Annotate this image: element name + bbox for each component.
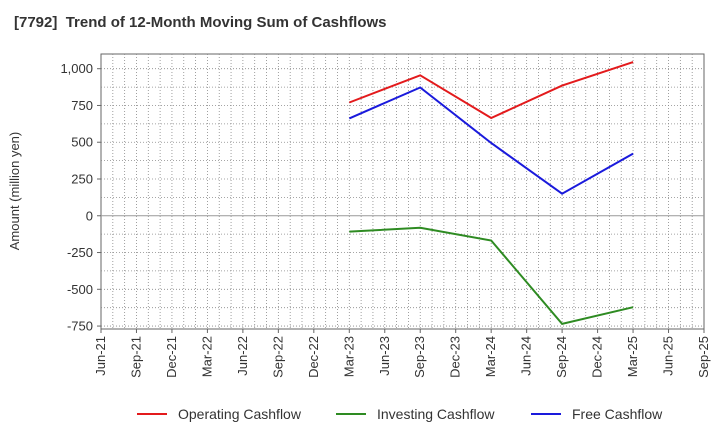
x-tick-label: Jun-24: [519, 336, 534, 376]
plot-area: [100, 53, 705, 330]
x-tick-label: Mar-24: [483, 336, 498, 377]
x-tick-label: Jun-21: [93, 336, 108, 376]
legend: Operating Cashflow Investing Cashflow Free…: [137, 406, 663, 422]
x-tick-label: Jun-23: [377, 336, 392, 376]
y-tick-label: 750: [71, 98, 93, 113]
y-tick-label: -750: [67, 319, 93, 334]
y-tick-label: 250: [71, 172, 93, 187]
x-tick-label: Jun-22: [235, 336, 250, 376]
x-tick-label: Dec-24: [590, 336, 605, 378]
x-tick-label: Mar-22: [199, 336, 214, 377]
x-tick-label: Sep-25: [696, 336, 711, 378]
x-tick-label: Sep-21: [128, 336, 143, 378]
x-tick-label: Jun-25: [661, 336, 676, 376]
series-line-investing-cashflow: [349, 226, 634, 326]
series: [348, 61, 634, 326]
x-tick-label: Sep-24: [554, 336, 569, 378]
x-tick-label: Dec-22: [306, 336, 321, 378]
x-tick-label: Sep-23: [412, 336, 427, 378]
legend-label: Investing Cashflow: [377, 406, 495, 422]
legend-label: Operating Cashflow: [178, 406, 302, 422]
x-tick-label: Mar-23: [341, 336, 356, 377]
grid: [101, 54, 704, 329]
y-tick-label: 500: [71, 135, 93, 150]
y-tick-label: -500: [67, 282, 93, 297]
y-tick-label: 1,000: [60, 61, 93, 76]
y-tick-label: -250: [67, 245, 93, 260]
x-tick-label: Sep-22: [270, 336, 285, 378]
series-line-operating-cashflow: [348, 61, 634, 120]
chart-title: [7792] Trend of 12-Month Moving Sum of C…: [14, 14, 387, 31]
x-tick-label: Dec-21: [164, 336, 179, 378]
y-tick-label: 0: [86, 208, 93, 223]
y-axis-label: Amount (million yen): [7, 132, 22, 251]
series-line-free-cashflow: [348, 86, 634, 195]
legend-label: Free Cashflow: [572, 406, 663, 422]
x-tick-label: Dec-23: [448, 336, 463, 378]
x-tick-label: Mar-25: [625, 336, 640, 377]
